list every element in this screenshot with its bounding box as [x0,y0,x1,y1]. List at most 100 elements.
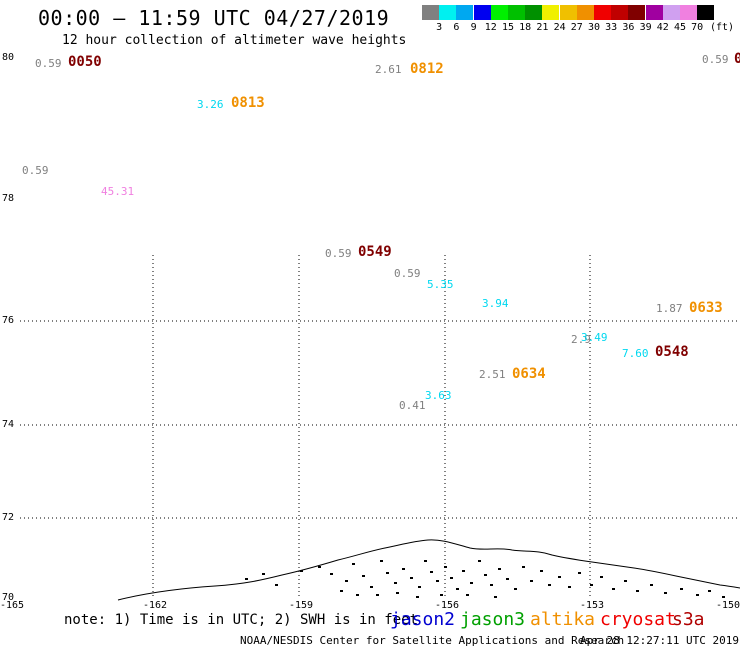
legend-swatch [559,5,577,20]
observation-height: 0.59 [325,247,352,260]
island-mark [262,573,265,575]
island-mark [696,594,699,596]
legend-label: 15 [501,22,515,33]
legend-swatch [576,5,594,20]
coastal-islands [245,560,725,598]
island-mark [362,575,365,577]
island-mark [636,590,639,592]
observation-height: 3.26 [197,98,224,111]
island-mark [664,592,667,594]
island-mark [396,592,399,594]
island-mark [275,584,278,586]
observation-height: 7.60 [622,347,649,360]
legend-label: 39 [639,22,652,33]
longitude-label: -156 [435,600,460,611]
observation-time: 0633 [689,300,723,316]
observation-height: 2.51 [479,368,506,381]
latitude-label: 74 [2,419,15,430]
satellite-jason3: jason3 [460,609,526,630]
legend-label: 18 [519,22,532,33]
observation-time: 0548 [655,344,689,360]
legend-swatch [456,5,474,20]
island-mark [436,580,439,582]
observation-height: 0.59 [35,57,62,70]
observation-height: 3.63 [425,389,452,402]
observation-time: 0634 [512,366,546,382]
legend-swatch [525,5,543,20]
latitude-label: 78 [2,193,15,204]
island-mark [402,568,405,570]
island-mark [418,586,421,588]
island-mark [680,588,683,590]
legend-swatch [594,5,611,20]
satellite-jason2: jason2 [390,609,456,630]
island-mark [450,577,453,579]
island-mark [470,582,473,584]
observation-height: 45.31 [101,185,135,198]
island-mark [300,570,303,572]
credit-line: NOAA/NESDIS Center for Satellite Applica… [240,634,625,647]
longitude-label: -165 [0,600,25,611]
observation-height: 0.59 [22,164,49,177]
island-mark [386,572,389,574]
island-mark [494,596,497,598]
observation-height: 3.49 [581,331,608,344]
legend-swatch [422,5,439,20]
legend-label: 36 [622,22,635,33]
legend-label: 21 [536,22,549,33]
map-subtitle: 12 hour collection of altimeter wave hei… [62,33,407,48]
legend-label: 3 [436,22,443,33]
generation-timestamp: Apr 28 12:27:11 UTC 2019 [580,634,739,647]
island-mark [380,560,383,562]
legend-swatch [628,5,646,20]
island-mark [444,566,447,568]
island-mark [340,590,343,592]
legend-label: 12 [484,22,497,33]
island-mark [440,594,443,596]
legend-swatch [490,5,508,20]
observation-time: 0050 [68,54,102,70]
longitude-label: -153 [580,600,605,611]
island-mark [498,568,501,570]
legend-label: 9 [470,22,477,33]
island-mark [370,586,373,588]
island-mark [530,580,533,582]
legend-label: 42 [656,22,669,33]
legend-swatch [697,5,715,20]
footer-note: note: 1) Time is in UTC; 2) SWH is in fe… [64,612,419,628]
island-mark [568,586,571,588]
observation-height: 2.9 [571,333,591,346]
graticule [20,255,740,598]
island-mark [708,590,711,592]
map-title: 00:00 – 11:59 UTC 04/27/2019 [38,6,390,30]
legend-label: 33 [605,22,618,33]
island-mark [410,577,413,579]
island-mark [578,572,581,574]
island-mark [456,588,459,590]
longitude-label: -162 [143,600,168,611]
longitude-label: -159 [289,600,314,611]
legend-label: 70 [691,22,704,33]
legend-swatch [662,5,680,20]
observation-height: 2.61 [375,63,402,76]
island-mark [478,560,481,562]
latitude-label: 76 [2,315,15,326]
observation-height: 3.94 [482,297,509,310]
island-mark [558,576,561,578]
north-alaska-coast [117,539,740,601]
island-mark [490,584,493,586]
island-mark [466,594,469,596]
island-mark [430,571,433,573]
island-mark [540,570,543,572]
latitude-label: 72 [2,512,15,523]
observation-time: 0549 [358,244,392,260]
island-mark [416,596,419,598]
latitude-label: 70 [2,592,15,603]
island-mark [394,582,397,584]
island-mark [522,566,525,568]
satellite-s3a: s3a [672,609,705,630]
observation-height: 0.59 [394,267,421,280]
legend-swatch [473,5,491,20]
island-mark [506,578,509,580]
